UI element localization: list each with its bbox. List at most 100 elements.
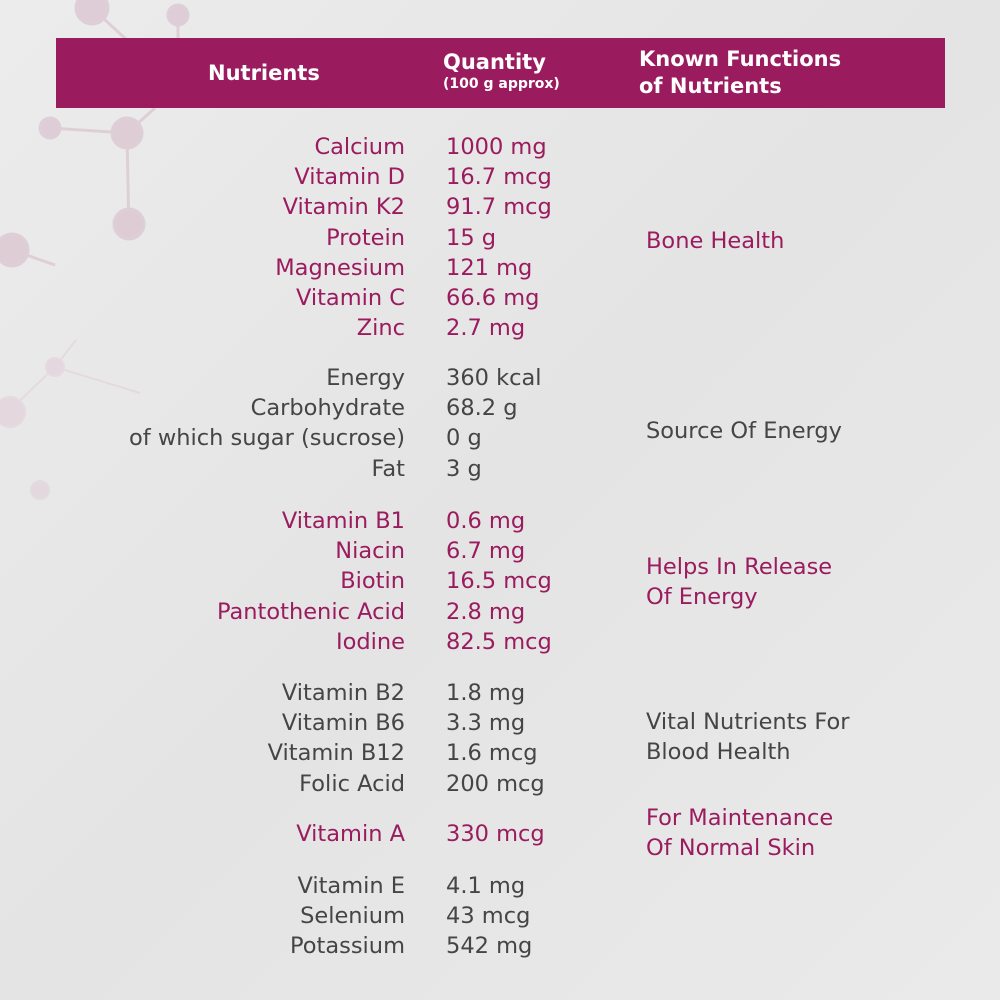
table-row: Fat 3 g (0, 454, 1000, 484)
function-line: Of Energy (646, 584, 758, 610)
nutrient-group: Calcium 1000 mg Vitamin D 16.7 mcg Vitamin K… (0, 132, 1000, 343)
table-row: Biotin 16.5 mcg (0, 566, 1000, 596)
header-functions-line1: Known Functions (639, 47, 842, 71)
nutrient-quantity: 360 kcal (446, 365, 542, 391)
table-row: Magnesium 121 mg (0, 253, 1000, 283)
table-row: Vitamin B1 0.6 mg (0, 506, 1000, 536)
table-row: Iodine 82.5 mcg (0, 627, 1000, 657)
nutrient-quantity: 82.5 mcg (446, 628, 552, 655)
nutrient-group: Vitamin E 4.1 mg Selenium 43 mcg Potassium 54… (0, 871, 1000, 962)
nutrient-name: Vitamin K2 (282, 194, 405, 221)
table-row: of which sugar (sucrose) 0 g (0, 423, 1000, 453)
nutrient-quantity: 3.3 mg (446, 710, 526, 737)
nutrient-quantity: 330 mcg (446, 821, 545, 847)
header-functions: Known Functions of Nutrients (639, 46, 841, 100)
nutrient-function: For Maintenance Of Normal Skin (646, 803, 833, 863)
nutrient-name: Carbohydrate (250, 395, 405, 422)
table-row: Carbohydrate 68.2 g (0, 393, 1000, 423)
nutrient-quantity: 91.7 mcg (446, 194, 552, 221)
nutrient-quantity: 0 g (446, 425, 482, 452)
nutrient-name: Pantothenic Acid (216, 598, 405, 625)
nutrient-name: Vitamin C (295, 284, 405, 311)
nutrient-quantity: 542 mg (446, 933, 533, 960)
nutrient-name: Vitamin E (297, 873, 405, 899)
header-nutrients: Nutrients (208, 61, 320, 85)
table-row: Vitamin B12 1.6 mcg (0, 738, 1000, 768)
nutrient-name: Biotin (340, 568, 405, 595)
table-row: Vitamin C 66.6 mg (0, 283, 1000, 313)
nutrient-quantity: 1.8 mg (446, 680, 526, 706)
nutrient-quantity: 6.7 mg (446, 538, 526, 565)
function-line: For Maintenance (646, 805, 834, 831)
nutrient-function: Source Of Energy (646, 416, 842, 446)
nutrient-quantity: 2.8 mg (446, 598, 526, 625)
header-quantity-sub: (100 g approx) (443, 76, 560, 92)
table-header: Nutrients Quantity (100 g approx) Known … (56, 38, 945, 108)
nutrient-name: Niacin (335, 538, 405, 565)
nutrient-name: Vitamin B1 (281, 508, 405, 534)
nutrient-quantity: 66.6 mg (446, 284, 540, 311)
nutrient-name: Vitamin B2 (281, 680, 405, 706)
nutrient-name: Vitamin B6 (281, 710, 405, 737)
table-row: Pantothenic Acid 2.8 mg (0, 597, 1000, 627)
table-row: Selenium 43 mcg (0, 901, 1000, 931)
nutrient-quantity: 16.5 mcg (446, 568, 552, 595)
nutrient-name: Magnesium (275, 254, 405, 281)
function-line: Bone Health (646, 228, 785, 254)
nutrient-function: Helps In Release Of Energy (646, 552, 832, 612)
header-quantity: Quantity (100 g approx) (443, 49, 560, 92)
header-quantity-label: Quantity (443, 50, 546, 74)
nutrient-name: Energy (326, 365, 405, 391)
nutrient-group: Energy 360 kcal Carbohydrate 68.2 g of which… (0, 363, 1000, 484)
nutrient-name: Selenium (300, 903, 405, 930)
table-row: Potassium 542 mg (0, 931, 1000, 961)
nutrient-name: Folic Acid (299, 770, 405, 797)
nutrient-quantity: 121 mg (446, 254, 533, 281)
nutrient-name: Vitamin A (296, 821, 405, 847)
nutrient-name: Iodine (335, 628, 405, 655)
table-row: Folic Acid 200 mcg (0, 769, 1000, 799)
nutrient-quantity: 68.2 g (446, 395, 518, 422)
nutrient-quantity: 1.6 mcg (446, 740, 538, 767)
function-line: Vital Nutrients For (646, 709, 850, 735)
nutrient-quantity: 43 mcg (446, 903, 531, 930)
table-row: Vitamin B6 3.3 mg (0, 708, 1000, 738)
nutrient-quantity: 0.6 mg (446, 508, 526, 534)
nutrient-function: Bone Health (646, 226, 784, 256)
table-row: Niacin 6.7 mg (0, 536, 1000, 566)
nutrient-name: Fat (371, 455, 406, 482)
nutrient-group: Vitamin A 330 mcg (0, 819, 1000, 849)
nutrient-name: Vitamin D (294, 164, 405, 191)
nutrient-name: Potassium (289, 933, 405, 960)
nutrient-quantity: 2.7 mg (446, 315, 526, 342)
table-row: Calcium 1000 mg (0, 132, 1000, 162)
nutrient-group: Vitamin B1 0.6 mg Niacin 6.7 mg Biotin 16.5 m… (0, 506, 1000, 657)
header-functions-line2: of Nutrients (639, 74, 782, 98)
function-line: Source Of Energy (646, 418, 842, 444)
nutrient-function: Vital Nutrients For Blood Health (646, 707, 850, 767)
nutrient-quantity: 3 g (446, 455, 482, 482)
nutrient-name: Zinc (356, 315, 405, 342)
table-row: Zinc 2.7 mg (0, 313, 1000, 343)
table-row: Vitamin E 4.1 mg (0, 871, 1000, 901)
function-line: Of Normal Skin (646, 835, 816, 861)
table-row: Energy 360 kcal (0, 363, 1000, 393)
nutrient-quantity: 4.1 mg (446, 873, 526, 899)
nutrient-quantity: 1000 mg (446, 134, 547, 160)
table-row: Vitamin A 330 mcg (0, 819, 1000, 849)
nutrient-name: Protein (326, 224, 405, 251)
table-row: Protein 15 g (0, 223, 1000, 253)
nutrient-quantity: 200 mcg (446, 770, 545, 797)
nutrient-name: Vitamin B12 (267, 740, 405, 767)
table-row: Vitamin K2 91.7 mcg (0, 192, 1000, 222)
table-row: Vitamin B2 1.8 mg (0, 678, 1000, 708)
nutrient-name: of which sugar (sucrose) (129, 425, 405, 452)
nutrient-quantity: 16.7 mcg (446, 164, 552, 191)
table-row: Vitamin D 16.7 mcg (0, 162, 1000, 192)
nutrient-group: Vitamin B2 1.8 mg Vitamin B6 3.3 mg Vitamin … (0, 678, 1000, 799)
function-line: Blood Health (646, 739, 791, 765)
function-line: Helps In Release (646, 554, 833, 580)
nutrient-quantity: 15 g (446, 224, 497, 251)
nutrient-name: Calcium (314, 134, 405, 160)
